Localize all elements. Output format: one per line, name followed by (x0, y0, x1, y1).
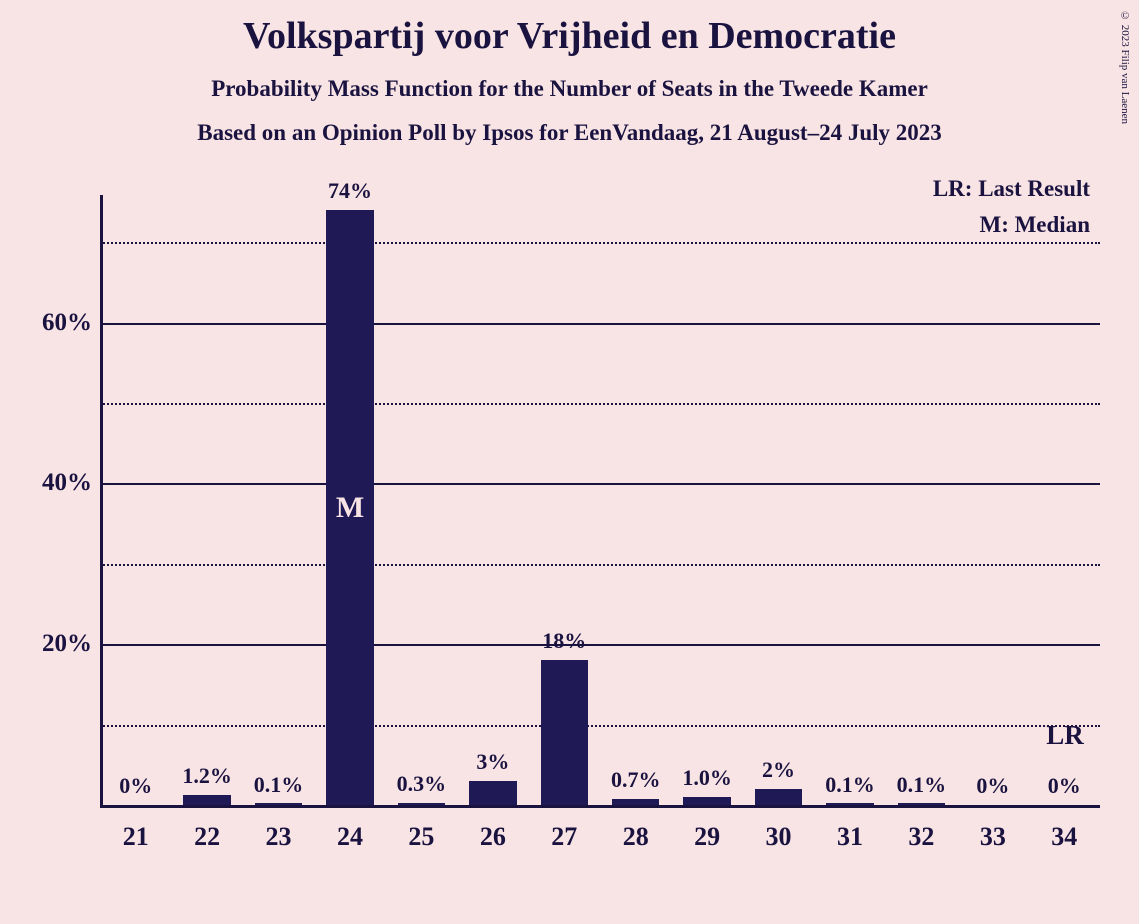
bar (469, 781, 516, 805)
bar: M (326, 210, 373, 805)
x-axis-tick-label: 27 (529, 822, 600, 852)
x-axis-tick-label: 33 (957, 822, 1028, 852)
bar-value-label: 0.1% (243, 772, 314, 798)
lr-marker: LR (1046, 720, 1084, 751)
bar-value-label: 0% (100, 773, 171, 799)
bar (183, 795, 230, 805)
x-axis-tick-label: 24 (314, 822, 385, 852)
bar (255, 803, 302, 805)
y-axis-tick-label: 20% (42, 630, 92, 658)
bar-value-label: 0.1% (886, 772, 957, 798)
x-axis-line (100, 805, 1100, 808)
bar (398, 803, 445, 805)
x-axis-tick-label: 23 (243, 822, 314, 852)
bar-value-label: 0.7% (600, 767, 671, 793)
chart-title: Volkspartij voor Vrijheid en Democratie (0, 0, 1139, 58)
bar (541, 660, 588, 805)
bar-value-label: 2% (743, 757, 814, 783)
y-axis-tick-label: 40% (42, 469, 92, 497)
bar (898, 803, 945, 805)
bar (826, 803, 873, 805)
bar (683, 797, 730, 805)
bar-value-label: 74% (314, 178, 385, 204)
median-marker: M (326, 491, 373, 525)
bar (612, 799, 659, 805)
y-axis-tick-label: 60% (42, 309, 92, 337)
x-axis-tick-label: 21 (100, 822, 171, 852)
x-axis-tick-label: 22 (171, 822, 242, 852)
x-axis-tick-label: 34 (1029, 822, 1100, 852)
bar-value-label: 3% (457, 749, 528, 775)
bar-value-label: 18% (529, 628, 600, 654)
bar-value-label: 1.0% (671, 765, 742, 791)
x-axis-tick-label: 32 (886, 822, 957, 852)
bar-value-label: 0% (957, 773, 1028, 799)
x-axis-tick-label: 31 (814, 822, 885, 852)
bar-value-label: 0% (1029, 773, 1100, 799)
x-axis-tick-label: 30 (743, 822, 814, 852)
copyright-text: © 2023 Filip van Laenen (1119, 10, 1131, 124)
x-axis-tick-label: 28 (600, 822, 671, 852)
legend-lr: LR: Last Result (933, 176, 1090, 202)
bar-value-label: 0.1% (814, 772, 885, 798)
chart-subtitle-2: Based on an Opinion Poll by Ipsos for Ee… (0, 120, 1139, 146)
bar-value-label: 0.3% (386, 771, 457, 797)
x-axis-tick-label: 26 (457, 822, 528, 852)
x-axis-tick-label: 29 (671, 822, 742, 852)
bar-value-label: 1.2% (171, 763, 242, 789)
chart-area: LR: Last Result M: Median 20%40%60% 0%1.… (100, 210, 1100, 850)
bar (755, 789, 802, 805)
x-axis-tick-label: 25 (386, 822, 457, 852)
chart-subtitle-1: Probability Mass Function for the Number… (0, 76, 1139, 102)
bars-container: 0%1.2%0.1%M74%0.3%3%18%0.7%1.0%2%0.1%0.1… (100, 210, 1100, 805)
